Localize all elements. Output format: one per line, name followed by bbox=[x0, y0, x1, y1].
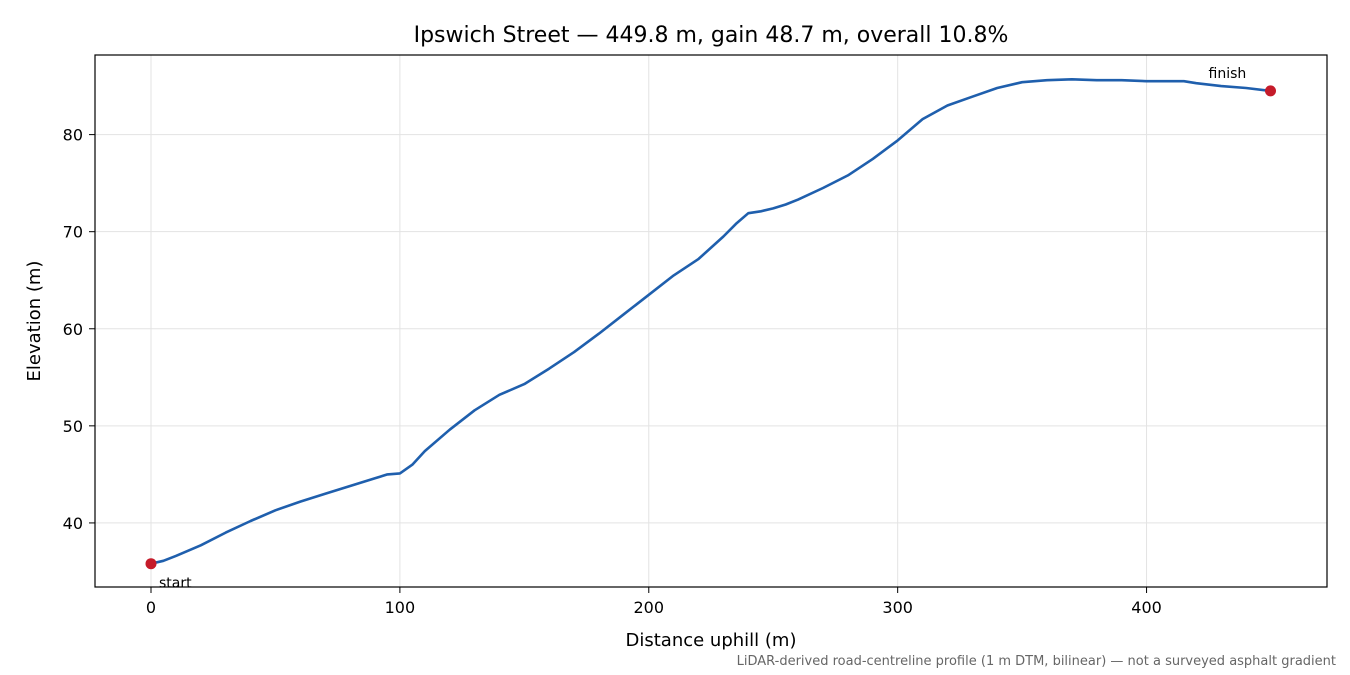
plot-area-frame bbox=[94, 54, 1328, 588]
x-tick-label: 200 bbox=[634, 598, 665, 617]
chart-title: Ipswich Street — 449.8 m, gain 48.7 m, o… bbox=[414, 23, 1009, 48]
x-axis-label: Distance uphill (m) bbox=[626, 630, 797, 651]
x-tick-label: 0 bbox=[146, 598, 156, 617]
grid bbox=[95, 55, 1327, 587]
axis-ticks: 0 100 200 300 400 40 50 60 70 80 bbox=[63, 126, 1162, 617]
x-tick-label: 100 bbox=[385, 598, 416, 617]
x-tick-label: 300 bbox=[882, 598, 913, 617]
finish-annotation: finish bbox=[1209, 66, 1247, 82]
finish-marker bbox=[1265, 85, 1277, 97]
y-tick-label: 70 bbox=[63, 223, 83, 242]
x-tick-label: 400 bbox=[1131, 598, 1162, 617]
y-axis-label: Elevation (m) bbox=[24, 261, 45, 382]
elevation-series-line bbox=[149, 78, 1272, 565]
start-annotation: start bbox=[159, 576, 192, 592]
footnote: LiDAR-derived road-centreline profile (1… bbox=[737, 654, 1336, 669]
y-tick-label: 50 bbox=[63, 417, 83, 436]
y-tick-label: 80 bbox=[63, 126, 83, 145]
start-marker bbox=[145, 558, 157, 570]
y-tick-label: 60 bbox=[63, 320, 83, 339]
y-tick-label: 40 bbox=[63, 514, 83, 533]
